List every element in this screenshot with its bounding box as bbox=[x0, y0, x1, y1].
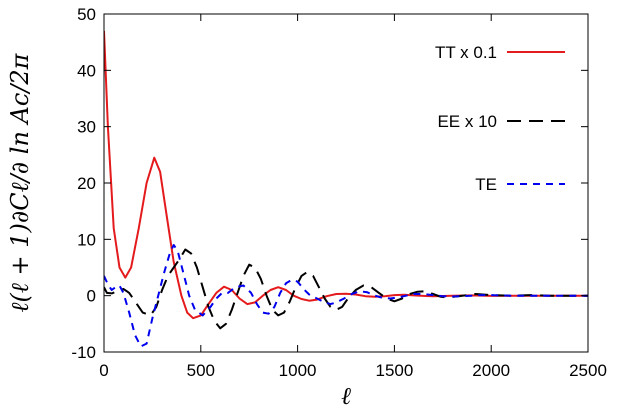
y-tick-label-0: -10 bbox=[71, 343, 96, 362]
y-tick-label-2: 10 bbox=[77, 230, 96, 249]
x-tick-label-4: 2000 bbox=[472, 361, 510, 380]
series-layer bbox=[104, 30, 588, 348]
legend-label-0: TT x 0.1 bbox=[435, 43, 497, 62]
legend: TT x 0.1 EE x 10 TE bbox=[435, 43, 565, 194]
series-line-2 bbox=[104, 244, 588, 348]
y-tick-label-5: 40 bbox=[77, 61, 96, 80]
legend-label-2: TE bbox=[475, 175, 497, 194]
series-line-1 bbox=[104, 248, 588, 330]
legend-label-1: EE x 10 bbox=[437, 112, 497, 131]
y-axis-label: ℓ(ℓ + 1)∂Cℓ/∂ ln Ac/2π bbox=[6, 52, 34, 312]
x-tick-label-3: 1500 bbox=[375, 361, 413, 380]
x-tick-label-5: 2500 bbox=[569, 361, 607, 380]
x-tick-label-0: 0 bbox=[99, 361, 108, 380]
y-tick-label-3: 20 bbox=[77, 174, 96, 193]
y-tick-label-4: 30 bbox=[77, 118, 96, 137]
series-line-0 bbox=[104, 30, 588, 320]
y-tick-label-6: 50 bbox=[77, 5, 96, 24]
x-tick-label-2: 1000 bbox=[279, 361, 317, 380]
x-tick-label-1: 500 bbox=[187, 361, 215, 380]
x-axis-label: ℓ bbox=[341, 382, 351, 410]
y-tick-label-1: 0 bbox=[87, 287, 96, 306]
